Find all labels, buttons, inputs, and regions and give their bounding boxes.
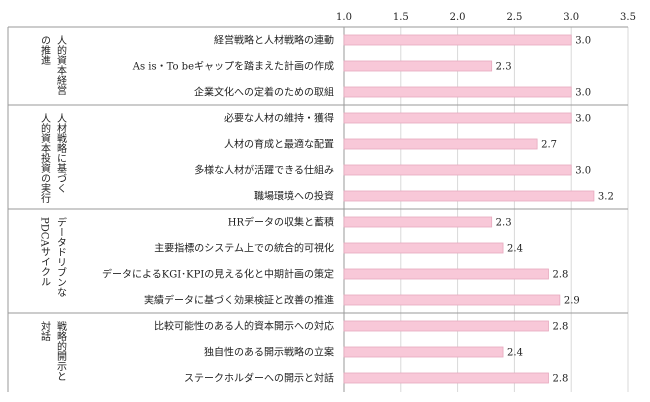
bar — [343, 60, 493, 72]
value-label: 2.7 — [541, 140, 557, 151]
value-label: 2.8 — [552, 322, 568, 333]
category-label: 実績データに基づく効果検証と改善の推進 — [144, 294, 334, 307]
x-tick-label: 3.5 — [620, 12, 636, 23]
group-label: 人的資本経営 — [55, 35, 67, 96]
bar — [343, 190, 595, 202]
value-label: 3.2 — [598, 192, 614, 203]
x-axis-ticks: 1.0 1.5 2.0 2.5 3.0 3.5 — [336, 12, 636, 23]
category-label: 比較可能性のある人的資本開示への対応 — [154, 320, 334, 333]
value-label: 2.3 — [496, 218, 512, 229]
x-tick-label: 1.5 — [393, 12, 409, 23]
value-label: 2.3 — [496, 62, 512, 73]
value-label: 2.4 — [507, 244, 523, 255]
value-label: 2.8 — [552, 270, 568, 281]
bar — [343, 320, 549, 332]
bar — [343, 346, 504, 358]
category-label: 経営戦略と人材戦略の連動 — [214, 34, 334, 47]
x-tick-label: 2.5 — [506, 12, 522, 23]
value-label: 3.0 — [575, 88, 591, 99]
bar — [343, 34, 572, 46]
x-tick-label: 1.0 — [336, 12, 352, 23]
value-label: 2.8 — [552, 374, 568, 385]
category-labels: 経営戦略と人材戦略の連動 As is・To beギャップを踏まえた計画の作成企業文… — [102, 34, 334, 385]
value-labels: 3.0 2.3 3.0 3.0 2.7 3.0 3.2 2.3 2.4 2.8 2.9 2.8 2.4 2… — [496, 36, 614, 385]
bar — [343, 112, 572, 124]
group-label: の推進 — [39, 35, 51, 65]
category-label: HRデータの収集と蓄積 — [228, 216, 334, 229]
group-label: 戦略的開示と — [55, 320, 67, 381]
group-label: 対話 — [39, 320, 51, 342]
group-label: PDCAサイクル — [39, 217, 51, 287]
value-label: 3.0 — [575, 166, 591, 177]
bar — [343, 242, 504, 254]
category-label: ステークホルダーへの開示と対話 — [184, 372, 334, 385]
bar — [343, 86, 572, 98]
bar — [343, 138, 538, 150]
bars — [343, 34, 595, 384]
group-label: 人的資本投資の実行 — [39, 113, 51, 204]
value-label: 3.0 — [575, 114, 591, 125]
chart-frame — [7, 26, 628, 392]
bar — [343, 216, 493, 228]
category-label: As is・To beギャップを踏まえた計画の作成 — [132, 60, 334, 73]
category-label: データによるKGI･KPIの見える化と中期計画の策定 — [102, 268, 334, 281]
bar — [343, 268, 549, 280]
group-label: データドリブンな — [55, 216, 67, 297]
bar — [343, 294, 561, 306]
x-tick-label: 2.0 — [450, 12, 466, 23]
bar — [343, 372, 549, 384]
category-label: 職場環境への投資 — [254, 190, 334, 203]
value-label: 2.9 — [564, 296, 580, 307]
category-label: 人材の育成と最適な配置 — [224, 138, 334, 151]
value-label: 2.4 — [507, 348, 523, 359]
category-label: 企業文化への定着のための取組 — [194, 86, 334, 99]
bar — [343, 164, 572, 176]
category-label: 必要な人材の維持・獲得 — [224, 112, 334, 125]
value-label: 3.0 — [575, 36, 591, 47]
group-label: 人材戦略に基づく — [55, 113, 67, 193]
category-label: 主要指標のシステム上での統合的可視化 — [154, 242, 334, 255]
category-label: 独自性のある開示戦略の立案 — [204, 346, 334, 359]
x-tick-label: 3.0 — [563, 12, 579, 23]
category-label: 多様な人材が活躍できる仕組み — [194, 164, 334, 177]
